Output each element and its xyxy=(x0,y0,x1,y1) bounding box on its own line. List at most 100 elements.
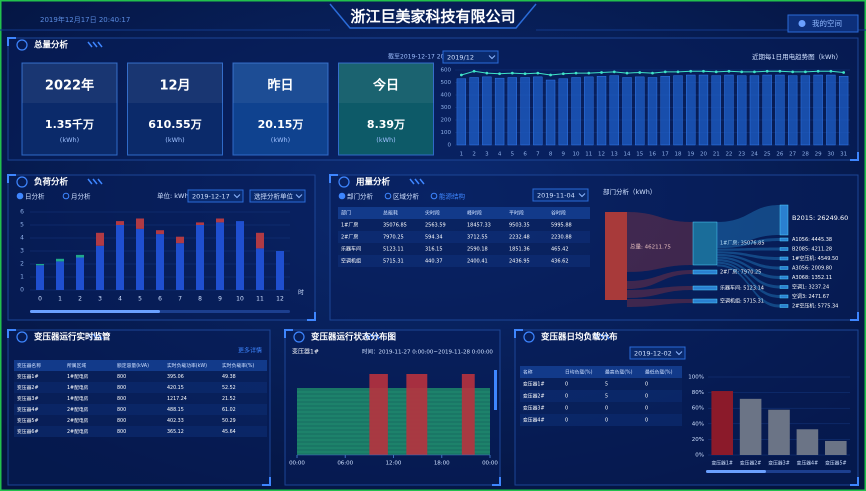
table-cell: 2#配电房 xyxy=(67,417,89,424)
table-cell: 35076.85 xyxy=(383,223,407,229)
select-box[interactable] xyxy=(187,189,244,203)
sankey-node xyxy=(779,256,789,261)
table-cell: 61.02 xyxy=(222,407,236,413)
x-tick-label: 2 xyxy=(78,296,82,303)
stat-unit: (kWh) xyxy=(376,136,395,144)
select-value: 2019-12-17 xyxy=(192,193,230,201)
table-cell: 变压器4# xyxy=(17,406,38,413)
table-row xyxy=(14,393,267,404)
table-cell: 0 xyxy=(645,406,648,412)
radio[interactable] xyxy=(338,192,346,200)
bar xyxy=(749,75,760,146)
stacked-bar xyxy=(116,225,124,290)
stat-card-head xyxy=(22,63,117,103)
sankey-node xyxy=(779,247,789,251)
table-row xyxy=(338,231,590,243)
select-box[interactable] xyxy=(629,346,686,360)
select-value: 2019-12-02 xyxy=(634,350,672,358)
time-range: 时间：2019-11-27 0:00:00~2019-11-28 0:00:00 xyxy=(362,348,493,356)
radio[interactable] xyxy=(384,192,392,200)
bar xyxy=(520,77,530,146)
trend-point xyxy=(765,69,769,73)
title-frame xyxy=(329,3,537,29)
bar xyxy=(660,76,670,146)
panel-icon xyxy=(16,331,28,343)
sankey-link xyxy=(717,251,780,260)
sankey-label: 总量: 46211.75 xyxy=(630,243,671,251)
stacked-bar xyxy=(136,218,144,229)
bar xyxy=(482,76,492,146)
table-header: 峰时段 xyxy=(467,210,482,217)
trend-point xyxy=(600,71,603,74)
bar xyxy=(711,75,721,146)
sankey-node xyxy=(779,204,789,236)
datetime: 2019年12月17日 20:40:17 xyxy=(40,15,130,24)
x-tick-label: 1 xyxy=(460,152,464,158)
scrollbar-thumb[interactable] xyxy=(30,310,160,313)
stacked-bar xyxy=(216,218,224,223)
stacked-bar xyxy=(76,257,84,290)
x-tick-label: 11 xyxy=(256,296,264,303)
sankey-node xyxy=(692,285,718,291)
y-tick-label: 2 xyxy=(20,261,24,268)
table-row xyxy=(14,371,267,382)
sankey-label: 2#空压机: 5775.34 xyxy=(792,303,838,310)
x-tick-label: 变压器4# xyxy=(797,460,818,467)
panel-icon xyxy=(16,39,28,51)
trend-point xyxy=(842,71,846,74)
table-cell: 316.15 xyxy=(425,247,443,253)
stat-value: 610.55万 xyxy=(148,118,201,131)
select-box[interactable] xyxy=(442,50,499,64)
bar xyxy=(558,78,568,146)
sankey-label: 1#空压机: 4549.50 xyxy=(792,255,838,262)
select-arrow xyxy=(233,194,241,199)
sankey-source xyxy=(605,212,627,300)
trend-point xyxy=(536,71,540,75)
y-tick-label: 0 xyxy=(448,143,452,149)
x-tick-label: 24 xyxy=(751,152,758,158)
trend-point xyxy=(651,71,654,75)
table-cell: 440.37 xyxy=(425,259,443,265)
trend-point xyxy=(804,70,807,74)
table-cell: 2#配电房 xyxy=(67,428,89,435)
sankey-node xyxy=(692,298,718,304)
radio[interactable] xyxy=(430,192,438,200)
panel-icon xyxy=(16,176,28,188)
table-cell: 3712.55 xyxy=(467,235,488,241)
stat-unit: (kWh) xyxy=(60,136,79,144)
table-header: 部门 xyxy=(341,210,351,217)
more-link[interactable]: 更多详情 xyxy=(238,347,262,355)
x-tick-label: 23 xyxy=(738,152,745,158)
select-box[interactable] xyxy=(532,188,589,202)
table-cell: 594.34 xyxy=(425,235,443,241)
sankey-label: 乐器车间: 5123.14 xyxy=(720,285,764,292)
panel-corner xyxy=(514,329,859,486)
sankey-link xyxy=(717,205,780,246)
radio[interactable] xyxy=(62,192,70,200)
table-cell: 1851.36 xyxy=(509,247,530,253)
radio[interactable] xyxy=(16,192,24,200)
x-tick-label: 06:00 xyxy=(337,461,353,467)
stacked-bar xyxy=(176,236,184,244)
bar xyxy=(739,398,762,455)
sankey-node xyxy=(779,275,789,280)
scroll-handle[interactable] xyxy=(494,370,497,410)
y-tick-label: 0% xyxy=(695,453,704,459)
bar xyxy=(622,77,632,146)
user-button[interactable] xyxy=(787,14,859,33)
stacked-bar xyxy=(256,248,264,290)
x-tick-label: 10 xyxy=(573,152,580,158)
table-row xyxy=(14,404,267,415)
stacked-bar xyxy=(276,251,284,290)
table-header: 额定容量(kVA) xyxy=(117,362,149,369)
trend-point xyxy=(829,69,833,73)
select-box[interactable] xyxy=(249,189,306,203)
stacked-bar xyxy=(96,245,104,290)
table-cell: 420.15 xyxy=(167,385,184,391)
sankey-label: B2085: 4211.28 xyxy=(792,247,832,253)
transformer-name: 变压器1# xyxy=(292,348,319,356)
bar xyxy=(737,75,747,146)
table-cell: 0 xyxy=(565,394,568,400)
scrollbar-thumb[interactable] xyxy=(706,470,766,473)
panel-title: 变压器运行实时监管 xyxy=(34,332,111,343)
